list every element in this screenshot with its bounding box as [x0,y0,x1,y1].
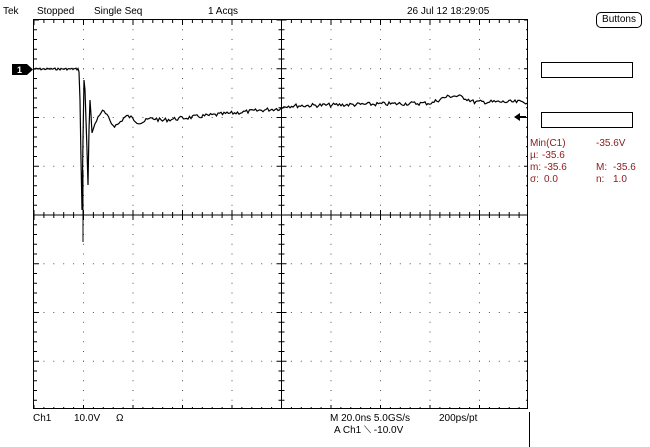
buttons-button[interactable]: Buttons [596,12,642,28]
measurement-title: Min(C1) [530,138,566,149]
run-state: Stopped [37,6,75,17]
std-dev-label: σ: [530,174,539,185]
acquisition-count: 1 Acqs [208,6,239,17]
max-label: M: [596,162,608,173]
brand-label: Tek [3,6,19,17]
volts-per-div[interactable]: 10.0V [74,413,101,424]
mean-value: -35.6 [542,150,565,161]
graticule [34,20,527,408]
timestamp: 26 Jul 12 18:29:05 [407,6,490,17]
side-menu-box-1[interactable] [541,62,633,78]
channel-label[interactable]: Ch1 [33,413,52,424]
channel-1-ground-marker-icon[interactable]: 1 [12,64,33,75]
min-value: -35.6 [544,162,567,173]
channel-1-marker-label: 1 [17,65,22,75]
impedance-label: Ω [116,413,124,424]
trigger-level-arrow-icon [514,113,526,121]
acquisition-mode: Single Seq [94,6,143,17]
max-value: -35.6 [613,162,636,173]
trigger-readout[interactable]: A Ch1 ⟍ -10.0V [334,425,404,436]
mean-label: µ: [530,150,539,161]
timebase-readout[interactable]: M 20.0ns 5.0GS/s [330,413,411,424]
record-resolution: 200ps/pt [439,413,478,424]
waveform-trace [34,67,527,211]
count-label: n: [596,174,605,185]
count-value: 1.0 [613,174,627,185]
measurement-value: -35.6V [596,138,626,149]
min-label: m: [530,162,542,173]
waveform-display[interactable] [33,19,528,409]
divider-line [529,412,530,447]
side-menu-box-2[interactable] [541,112,633,128]
std-dev-value: 0.0 [544,174,558,185]
